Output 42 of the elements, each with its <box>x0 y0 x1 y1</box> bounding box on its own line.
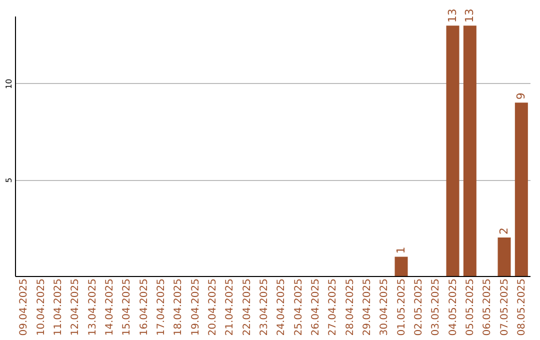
x-tick-label: 21.04.2025 <box>224 278 236 336</box>
x-tick-label: 12.04.2025 <box>70 278 82 336</box>
x-tick-label: 02.05.2025 <box>413 278 424 336</box>
x-tick-label: 16.04.2025 <box>138 278 150 336</box>
x-tick-label: 17.04.2025 <box>156 278 167 336</box>
x-tick-label: 30.04.2025 <box>379 278 390 336</box>
bar <box>446 26 460 276</box>
x-tick-label: 06.05.2025 <box>482 278 494 336</box>
x-tick-label: 26.04.2025 <box>310 278 322 336</box>
bar <box>514 102 528 276</box>
x-tick-label: 08.05.2025 <box>516 278 528 336</box>
x-tick-label: 20.04.2025 <box>207 278 218 336</box>
data-label: 13 <box>446 8 459 23</box>
bar <box>463 26 476 276</box>
data-label: 9 <box>514 92 528 100</box>
x-tick-label: 19.04.2025 <box>190 278 202 336</box>
data-label: 1 <box>394 246 408 254</box>
x-tick-label: 23.04.2025 <box>258 278 270 336</box>
x-tick-label: 10.04.2025 <box>36 278 47 336</box>
x-tick-label: 15.04.2025 <box>122 278 133 336</box>
x-tick-label: 04.05.2025 <box>448 278 459 336</box>
x-tick-label: 09.04.2025 <box>18 278 30 336</box>
y-tick-label: 10 <box>4 78 14 89</box>
data-label: 13 <box>462 8 476 23</box>
bar <box>498 237 511 276</box>
x-tick-label: 07.05.2025 <box>499 278 510 336</box>
x-tick-label: 01.05.2025 <box>396 278 408 336</box>
x-tick-label: 29.04.2025 <box>362 278 373 336</box>
x-tick-label: 18.04.2025 <box>173 278 184 336</box>
x-tick-label: 24.04.2025 <box>276 278 288 336</box>
x-tick-label: 22.04.2025 <box>242 278 253 336</box>
bar <box>394 256 408 276</box>
x-tick-label: 05.05.2025 <box>464 278 476 336</box>
x-tick-label: 03.05.2025 <box>430 278 442 336</box>
data-label: 2 <box>497 227 510 234</box>
x-tick-label: 28.04.2025 <box>344 278 356 336</box>
y-tick-label: 5 <box>4 178 14 183</box>
x-tick-label: 13.04.2025 <box>87 278 98 336</box>
x-tick-label: 27.04.2025 <box>328 278 339 336</box>
x-tick-label: 25.04.2025 <box>293 278 304 336</box>
x-tick-label: 14.04.2025 <box>104 278 116 336</box>
x-tick-label: 11.04.2025 <box>52 278 64 336</box>
